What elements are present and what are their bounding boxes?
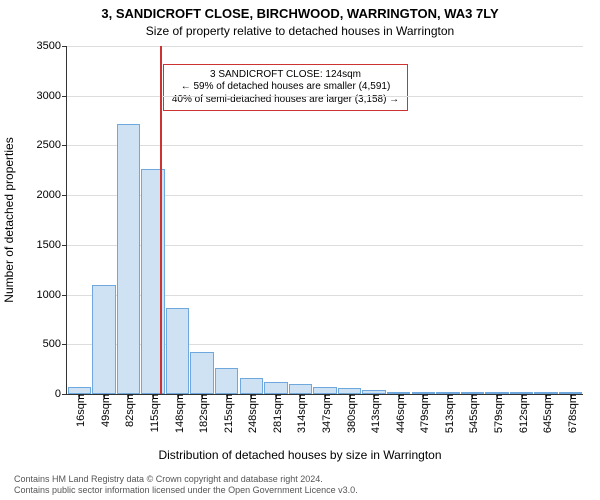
xtick-label: 182sqm [194,394,210,433]
histogram-bar [166,308,189,395]
annotation-line-2: ← 59% of detached houses are smaller (4,… [172,81,399,94]
plot-area: 3 SANDICROFT CLOSE: 124sqm ← 59% of deta… [66,46,583,395]
footer-line-2: Contains public sector information licen… [14,485,358,496]
ytick-label: 3000 [37,90,67,102]
property-size-marker [160,46,162,394]
xtick-label: 380sqm [342,394,358,433]
annotation-box: 3 SANDICROFT CLOSE: 124sqm ← 59% of deta… [163,64,408,112]
xtick-label: 248sqm [243,394,259,433]
ytick-label: 1500 [37,239,67,251]
ytick-label: 0 [55,388,67,400]
x-axis-label: Distribution of detached houses by size … [0,448,600,462]
ytick-label: 1000 [37,289,67,301]
xtick-label: 347sqm [317,394,333,433]
ytick-label: 2500 [37,139,67,151]
histogram-chart: 3, SANDICROFT CLOSE, BIRCHWOOD, WARRINGT… [0,0,600,500]
footer-line-1: Contains HM Land Registry data © Crown c… [14,474,358,485]
xtick-label: 579sqm [489,394,505,433]
annotation-line-1: 3 SANDICROFT CLOSE: 124sqm [172,69,399,82]
xtick-label: 446sqm [391,394,407,433]
histogram-bar [117,124,140,394]
xtick-label: 678sqm [563,394,579,433]
xtick-label: 16sqm [71,394,87,427]
ytick-label: 3500 [37,40,67,52]
y-axis-label: Number of detached properties [2,46,16,394]
xtick-label: 215sqm [219,394,235,433]
chart-title: 3, SANDICROFT CLOSE, BIRCHWOOD, WARRINGT… [0,6,600,21]
histogram-bar [215,368,238,394]
xtick-label: 314sqm [292,394,308,433]
histogram-bar [240,378,263,394]
xtick-label: 82sqm [120,394,136,427]
histogram-bar [190,352,213,394]
gridline [67,96,583,97]
gridline [67,145,583,146]
histogram-bar [68,387,91,394]
xtick-label: 115sqm [145,394,161,432]
xtick-label: 413sqm [366,394,382,433]
xtick-label: 148sqm [170,394,186,433]
chart-subtitle: Size of property relative to detached ho… [0,24,600,38]
histogram-bar [264,382,287,394]
ytick-label: 2000 [37,189,67,201]
xtick-label: 281sqm [268,394,284,433]
xtick-label: 612sqm [514,394,530,433]
xtick-label: 479sqm [415,394,431,433]
gridline [67,46,583,47]
histogram-bar [289,384,312,394]
xtick-label: 513sqm [440,394,456,433]
xtick-label: 645sqm [538,394,554,433]
attribution-footer: Contains HM Land Registry data © Crown c… [14,474,358,496]
xtick-label: 49sqm [96,394,112,427]
ytick-label: 500 [43,338,67,350]
xtick-label: 545sqm [464,394,480,433]
histogram-bar [92,285,115,394]
histogram-bar [313,387,336,394]
